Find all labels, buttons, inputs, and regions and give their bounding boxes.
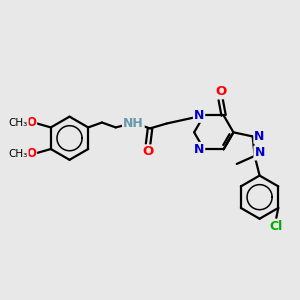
Text: N: N — [194, 143, 204, 156]
Text: O: O — [26, 116, 36, 129]
Text: NH: NH — [123, 117, 144, 130]
Text: Cl: Cl — [270, 220, 283, 233]
Text: N: N — [254, 130, 265, 143]
Text: CH₃: CH₃ — [9, 118, 28, 128]
Text: O: O — [142, 146, 154, 158]
Text: N: N — [194, 109, 204, 122]
Text: O: O — [26, 147, 36, 161]
Text: O: O — [215, 85, 226, 98]
Text: CH₃: CH₃ — [9, 149, 28, 159]
Text: N: N — [254, 146, 265, 160]
